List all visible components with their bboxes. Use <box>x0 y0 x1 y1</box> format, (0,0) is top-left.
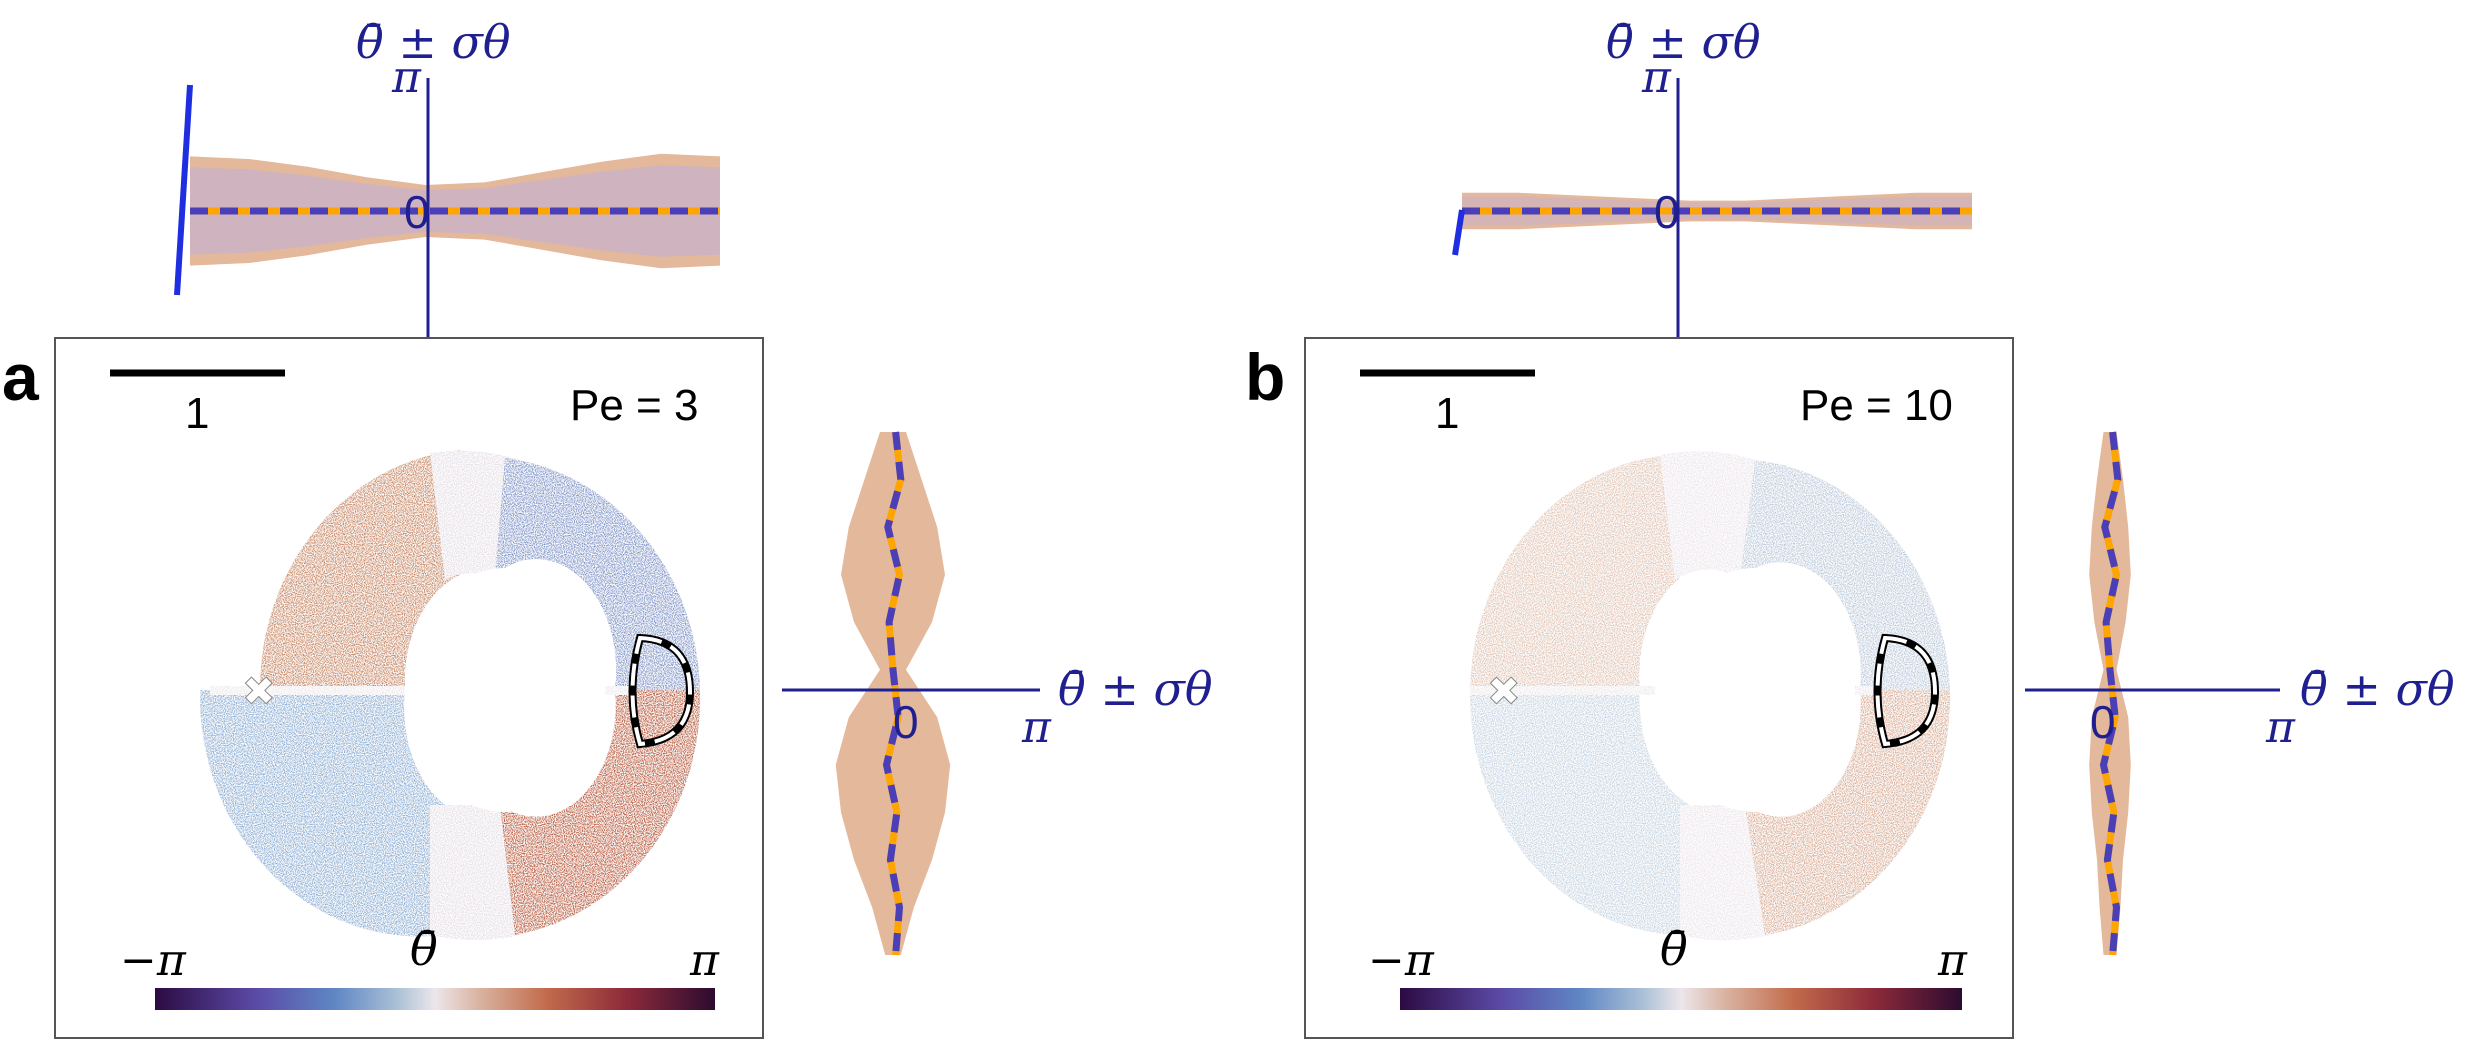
right-axis-label: θ̄ ± σθ <box>2300 662 2455 716</box>
main-panel-frame <box>54 337 764 1039</box>
top-marginal-plot: 0 π θ̄ ± σθ <box>1452 15 1972 338</box>
ring-upper-right <box>495 458 700 690</box>
cross-marker-icon: ✖ <box>1487 670 1521 714</box>
orientation-density-ring <box>1469 451 1951 941</box>
ring-upper-left <box>259 450 460 690</box>
ring-upper-mid <box>1660 451 1770 582</box>
peclet-label: Pe = 3 <box>570 381 698 430</box>
ring-hole <box>405 568 605 812</box>
colorbar-min-label: −π <box>120 935 187 986</box>
right-zero-label: 0 <box>893 696 919 748</box>
ring-upper-right <box>1740 460 1950 690</box>
colorbar <box>1400 988 1962 1010</box>
scale-bar-label: 1 <box>185 389 209 438</box>
right-mean-orange <box>882 431 905 956</box>
right-pi-label: π <box>2265 702 2296 753</box>
ring-lower-right <box>1745 690 1951 935</box>
top-edge-spike <box>174 84 193 296</box>
panel-b: b 0 π θ̄ ± σθ 1 Pe = 10 ✖ <box>1245 15 2455 1039</box>
top-pi-label: π <box>1641 52 1672 103</box>
right-pi-label: π <box>1021 702 1052 753</box>
peclet-label: Pe = 10 <box>1800 381 1953 430</box>
cross-marker-icon: ✖ <box>242 670 276 714</box>
ring-lower-left <box>1469 690 1690 936</box>
top-zero-label: 0 <box>1654 186 1680 238</box>
main-panel-frame <box>1304 337 2014 1039</box>
colorbar-min-label: −π <box>1368 935 1435 986</box>
ring-lower-mid <box>430 805 520 941</box>
orientation-density-ring <box>199 450 701 941</box>
top-marginal-plot: 0 π θ̄ ± σθ <box>174 15 720 338</box>
colorbar-mid-label: θ̄ <box>410 922 438 976</box>
right-mean-orange <box>2099 431 2122 956</box>
colorbar-max-label: π <box>1937 935 1968 986</box>
panel-a: a 0 π θ̄ ± σθ 1 Pe = 3 <box>2 15 1213 1039</box>
right-marginal-plot: 0 π θ̄ ± σθ <box>2025 431 2455 956</box>
right-marginal-plot: 0 π θ̄ ± σθ <box>782 431 1213 956</box>
ring-upper-left <box>1470 455 1680 690</box>
scale-bar-label: 1 <box>1435 389 1459 438</box>
colorbar <box>155 988 715 1010</box>
top-axis-label: θ̄ ± σθ <box>1606 15 1761 69</box>
top-edge-spike <box>1452 209 1465 256</box>
colorbar-mid-label: θ̄ <box>1660 922 1688 976</box>
ring-lower-mid <box>1680 805 1770 941</box>
top-zero-label: 0 <box>404 186 430 238</box>
panel-letter: b <box>1245 340 1285 414</box>
ring-lower-right <box>500 690 701 935</box>
stagnation-dashed-loop-inner <box>630 635 693 747</box>
ring-lower-left <box>199 690 445 937</box>
right-axis-label: θ̄ ± σθ <box>1058 662 1213 716</box>
panel-letter: a <box>2 340 40 414</box>
stagnation-dashed-loop-inner <box>1875 635 1938 747</box>
ring-hole <box>1655 568 1855 812</box>
top-pi-label: π <box>391 52 422 103</box>
colorbar-max-label: π <box>689 935 720 986</box>
right-zero-label: 0 <box>2090 696 2116 748</box>
top-axis-label: θ̄ ± σθ <box>356 15 511 69</box>
